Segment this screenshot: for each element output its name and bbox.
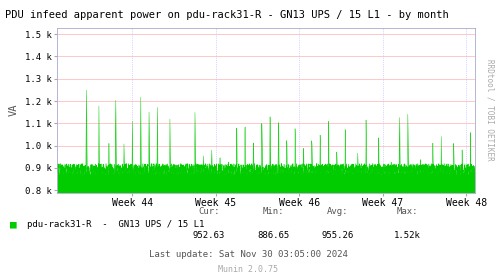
Text: Cur:: Cur:: [198, 208, 220, 216]
Text: Munin 2.0.75: Munin 2.0.75: [219, 265, 278, 274]
Text: 952.63: 952.63: [193, 231, 225, 240]
Y-axis label: VA: VA: [9, 104, 19, 116]
Text: PDU infeed apparent power on pdu-rack31-R - GN13 UPS / 15 L1 - by month: PDU infeed apparent power on pdu-rack31-…: [5, 10, 449, 20]
Text: Min:: Min:: [262, 208, 284, 216]
Text: 955.26: 955.26: [322, 231, 354, 240]
Text: Max:: Max:: [397, 208, 418, 216]
Text: 1.52k: 1.52k: [394, 231, 421, 240]
Text: Avg:: Avg:: [327, 208, 349, 216]
Text: 886.65: 886.65: [257, 231, 289, 240]
Text: Last update: Sat Nov 30 03:05:00 2024: Last update: Sat Nov 30 03:05:00 2024: [149, 250, 348, 259]
Text: pdu-rack31-R  -  GN13 UPS / 15 L1: pdu-rack31-R - GN13 UPS / 15 L1: [27, 220, 205, 229]
Text: RRDtool / TOBI OETIKER: RRDtool / TOBI OETIKER: [486, 59, 495, 161]
Text: ■: ■: [10, 219, 17, 229]
